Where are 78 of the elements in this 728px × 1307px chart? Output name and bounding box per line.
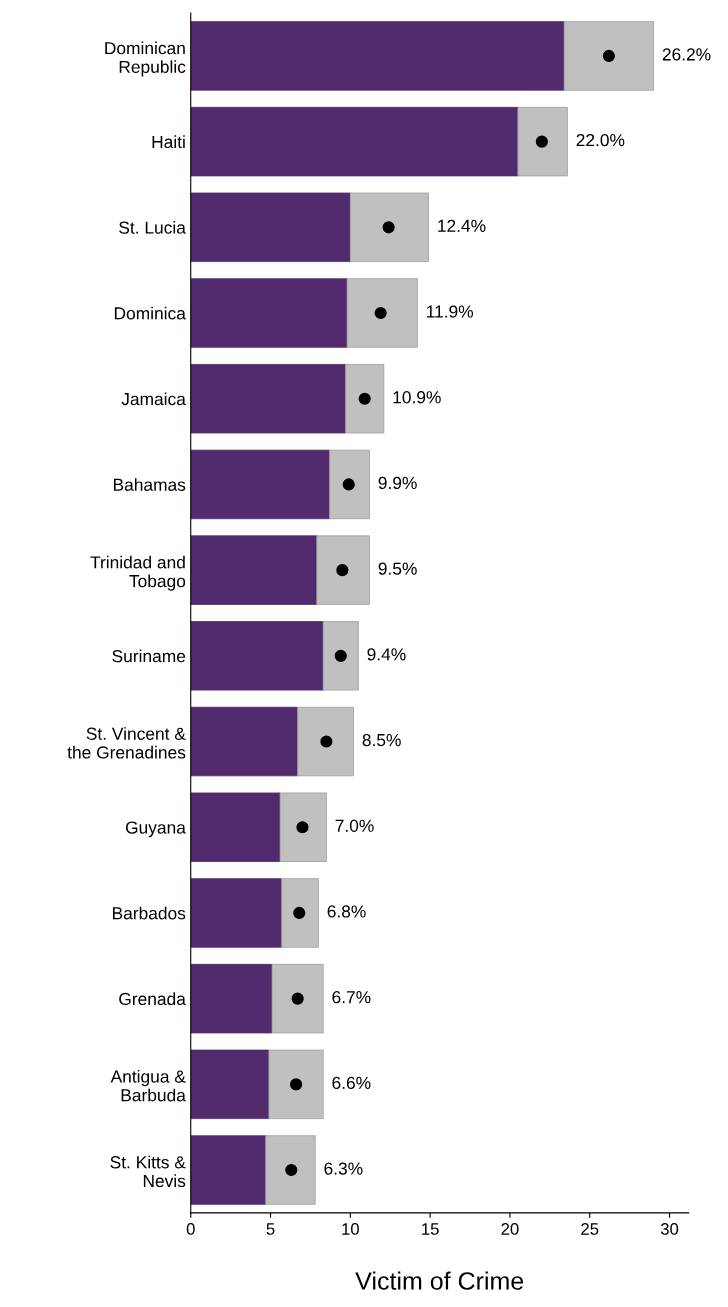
point [382,221,395,234]
x-tick-label: 30 [660,1223,679,1235]
data-label: 7.0% [335,819,374,832]
data-label: 26.2% [662,48,711,61]
bar [190,792,281,862]
x-axis-title: Victim of Crime [355,1271,524,1290]
bar [268,1049,324,1120]
y-tick-label: St. Vincent & the Grenadines [67,727,186,759]
y-tick-label: Grenada [119,992,186,1006]
data-label: 6.7% [332,991,371,1004]
x-tick-label: 10 [342,1223,359,1235]
bar [190,706,299,777]
bar [190,535,318,605]
bar [345,364,385,434]
bar [190,878,283,948]
bar [316,535,370,605]
bar [190,192,351,263]
data-label: 11.9% [427,305,474,318]
bar [329,449,370,520]
y-tick-label: Dominican Republic [105,41,186,77]
point [289,1078,303,1091]
y-tick-label: St. Lucia [119,221,186,234]
bar [190,1135,267,1205]
x-tick-label: 25 [581,1223,599,1235]
x-tick-label: 20 [501,1223,519,1235]
x-tick-label: 15 [422,1223,439,1235]
x-tick-label: 5 [266,1223,275,1235]
bar [265,1135,316,1205]
bar [190,364,346,434]
point [602,49,615,62]
bar [346,278,418,348]
point [291,992,304,1005]
point [285,1163,298,1177]
data-label: 6.6% [332,1076,371,1089]
bar [281,878,319,948]
bar [190,1049,270,1120]
bar [322,621,359,691]
data-label: 6.3% [324,1162,363,1175]
point [296,821,309,834]
data-label: 9.5% [378,562,417,575]
y-tick-label: Haiti [152,135,185,149]
bar [190,621,324,691]
bar [190,278,348,348]
point [342,478,355,491]
y-tick-label: Trinidad and Tobago [90,555,186,591]
bar [271,963,324,1034]
bar [190,963,273,1034]
y-tick-label: Bahamas [113,478,186,491]
data-label: 22.0% [576,133,625,147]
bar [279,792,327,862]
bar [297,706,354,777]
data-label: 9.9% [378,476,417,490]
y-tick-label: Suriname [112,649,186,663]
bar [563,21,654,91]
bar [349,192,429,263]
bar [190,106,519,177]
y-tick-label: Barbados [112,906,186,920]
point [336,564,349,577]
point [293,906,306,920]
bar [190,21,565,91]
data-label: 6.8% [327,905,366,918]
data-label: 12.4% [438,219,486,232]
y-tick-label: Guyana [125,821,186,838]
data-label: 9.4% [367,648,406,661]
y-tick-label: St. Kitts & Nevis [110,1155,186,1188]
data-label: 8.5% [362,733,401,747]
x-tick-label: 0 [186,1223,195,1235]
y-tick-label: Jamaica [121,392,186,406]
bar [517,106,568,177]
point [334,649,347,662]
y-tick-label: Dominica [114,306,186,320]
point [374,306,387,320]
data-label: 10.9% [393,391,441,404]
y-tick-label: Antigua & Barbuda [110,1069,186,1102]
bar [190,449,331,520]
point [535,135,548,148]
point [320,735,333,748]
point [358,392,371,405]
